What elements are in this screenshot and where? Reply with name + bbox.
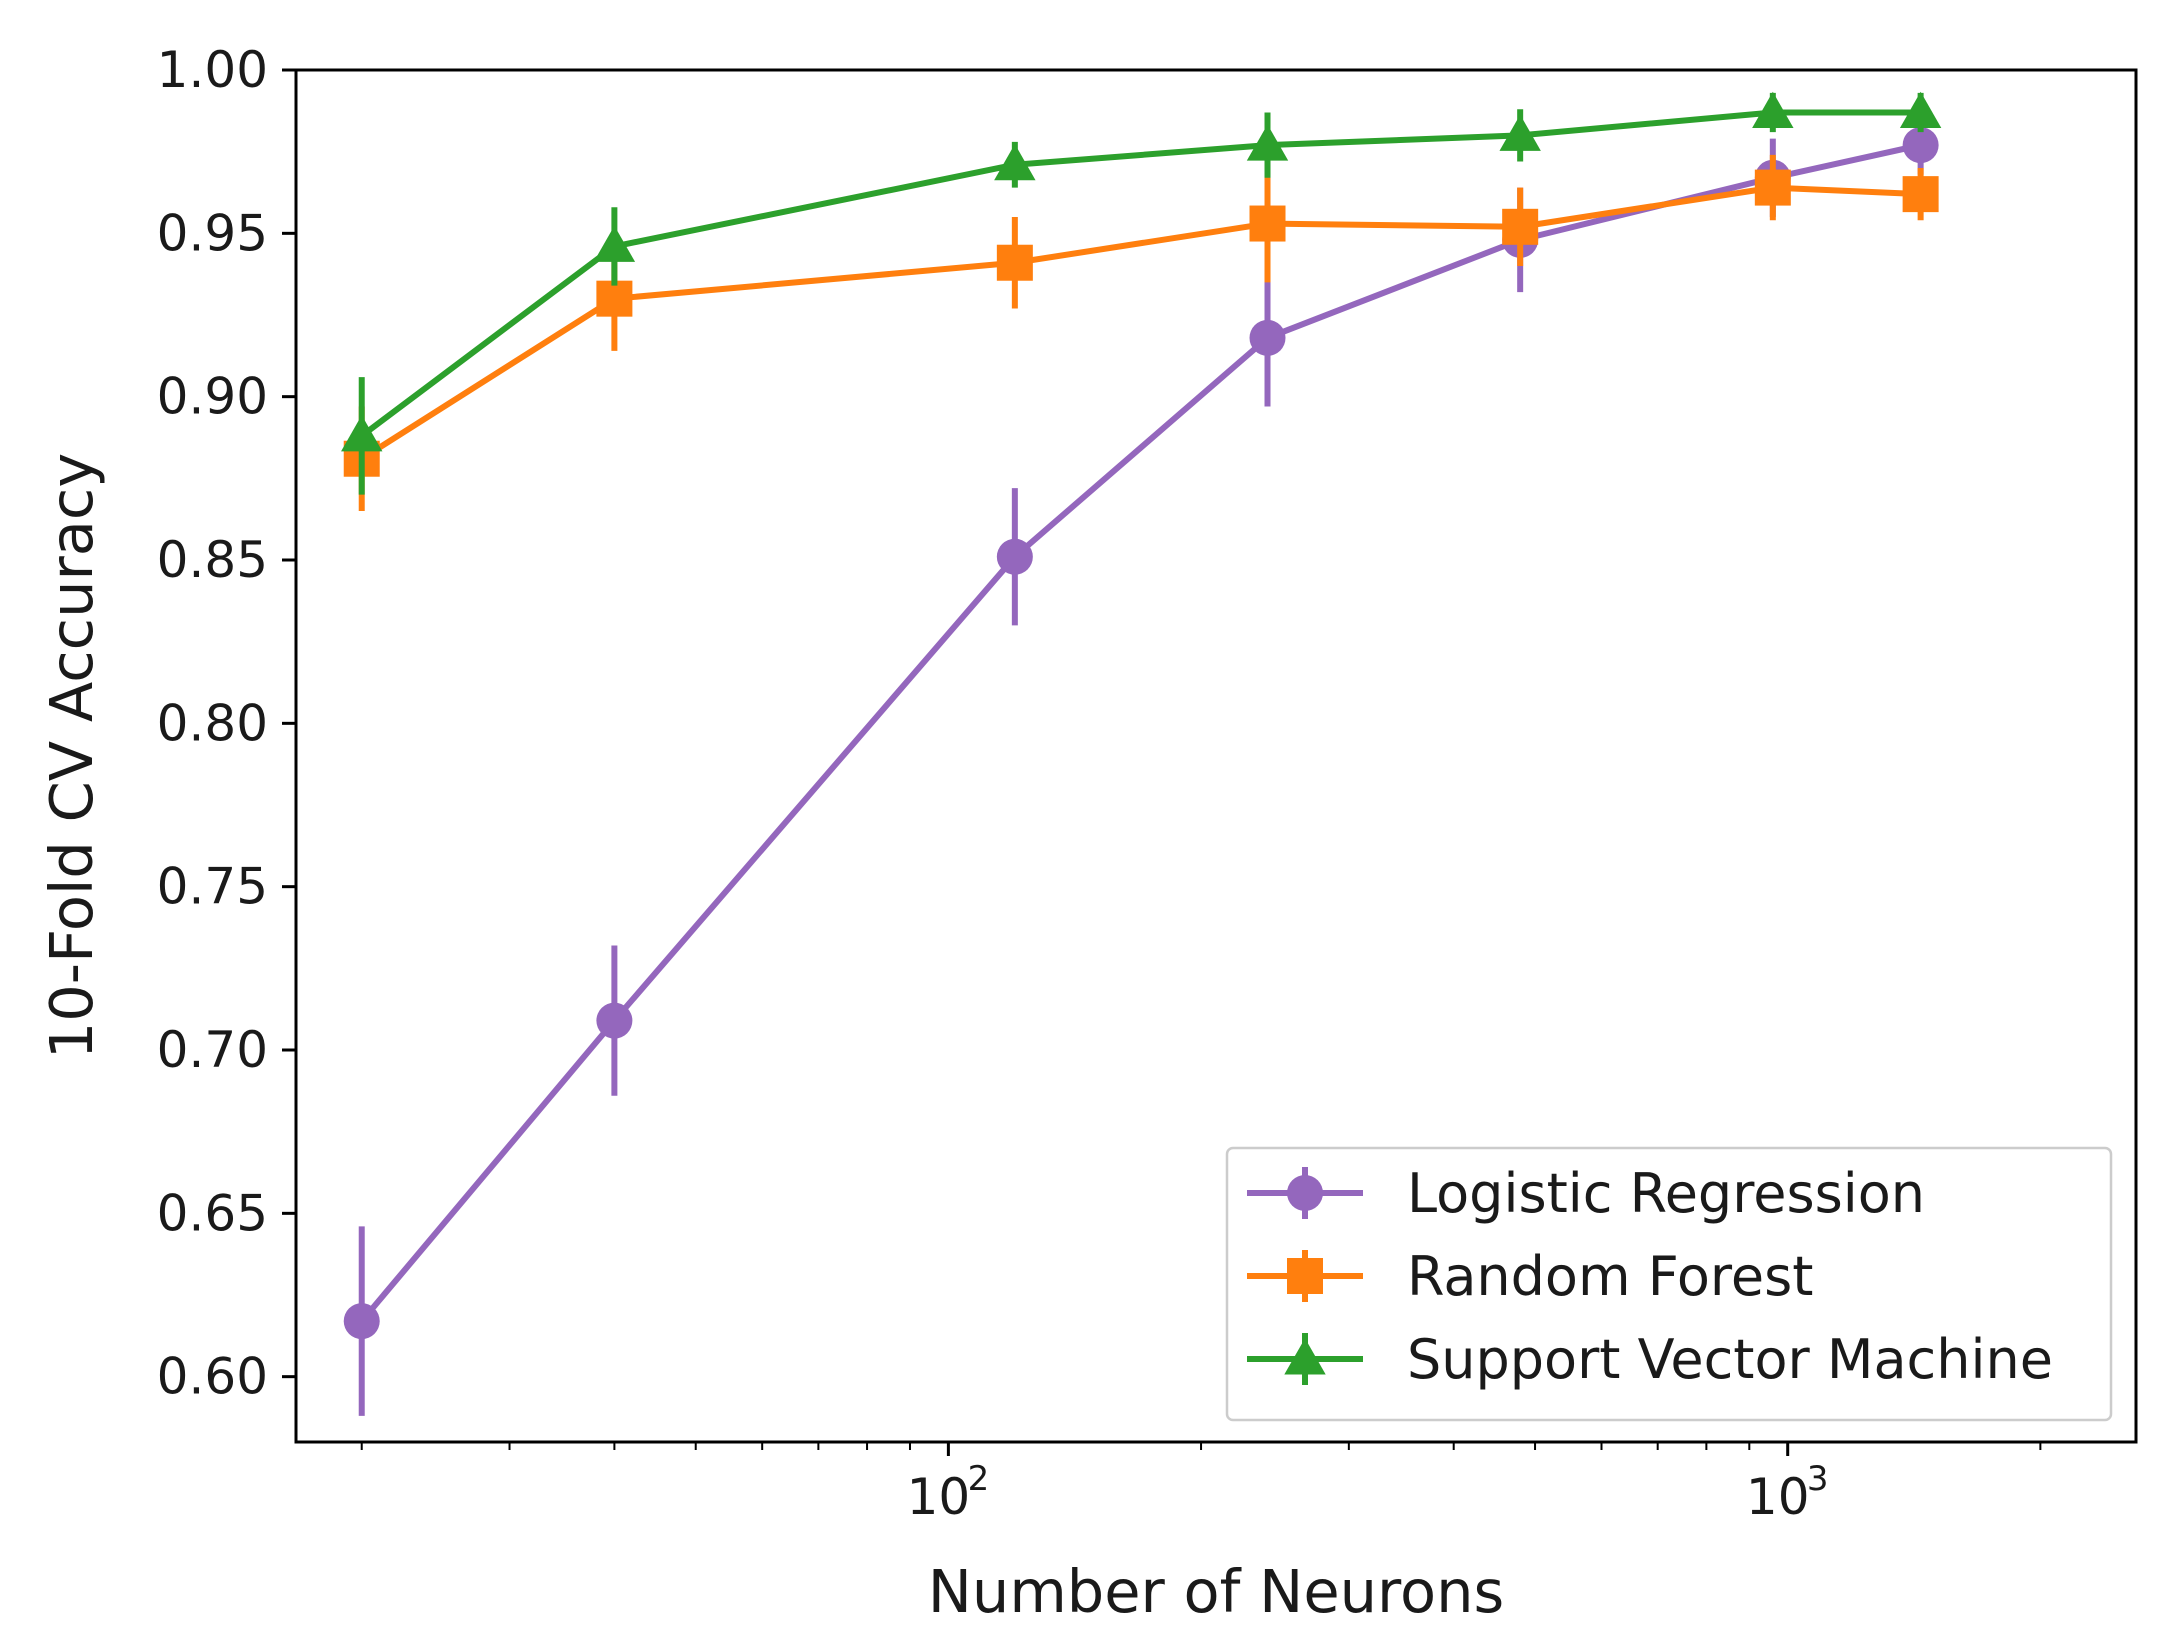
data-point-logistic-regression: [1902, 127, 1939, 164]
y-tick-label: 0.75: [157, 858, 268, 916]
data-point-random-forest: [1902, 176, 1939, 213]
legend: Logistic Regression Random Forest Support …: [1225, 1146, 2113, 1422]
legend-marker: [1287, 1175, 1323, 1211]
legend-label: Logistic Regression: [1407, 1162, 1925, 1225]
legend-label: Support Vector Machine: [1407, 1328, 2053, 1391]
data-point-logistic-regression: [1249, 319, 1286, 356]
data-point-random-forest: [1754, 169, 1791, 206]
legend-item-logistic-regression: Logistic Regression: [1247, 1162, 1925, 1225]
data-point-random-forest: [1502, 208, 1539, 245]
data-point-logistic-regression: [596, 1002, 633, 1039]
data-point-random-forest: [996, 244, 1033, 281]
data-point-support-vector-machine: [341, 415, 383, 452]
series-line-logistic-regression: [359, 142, 1922, 1324]
data-point-support-vector-machine: [593, 225, 636, 262]
y-tick-label: 0.65: [157, 1184, 268, 1242]
y-tick-label: 0.60: [157, 1348, 268, 1406]
x-tick-label-base: 10: [907, 1468, 971, 1526]
data-point-logistic-regression: [343, 1303, 380, 1340]
legend-label: Random Forest: [1407, 1245, 1813, 1308]
series-support-vector-machine: [341, 91, 1942, 495]
data-point-random-forest: [596, 280, 633, 317]
data-point-random-forest: [1249, 205, 1286, 242]
series-line-support-vector-machine: [359, 109, 1921, 439]
data-point-support-vector-machine: [1499, 114, 1541, 151]
y-tick-label: 0.80: [157, 694, 268, 752]
y-tick-label: 0.90: [157, 368, 268, 426]
legend-marker: [1284, 1338, 1326, 1375]
legend-item-support-vector-machine: Support Vector Machine: [1247, 1328, 2053, 1391]
legend-item-random-forest: Random Forest: [1247, 1245, 1813, 1308]
plot-frame: [294, 68, 2138, 1444]
series-random-forest: [343, 154, 1939, 511]
x-tick-label: 102: [907, 1459, 990, 1526]
x-tick-label-exponent: 2: [968, 1459, 990, 1499]
y-tick-label: 0.85: [157, 531, 268, 589]
legend-marker: [1287, 1258, 1323, 1294]
y-tick-label: 1.00: [157, 41, 268, 99]
legend-box: [1225, 1146, 2113, 1422]
series-group: [341, 91, 1942, 1416]
series-line-random-forest: [360, 184, 1921, 462]
data-point-logistic-regression: [996, 538, 1033, 575]
y-tick-label: 0.70: [157, 1021, 268, 1079]
data-point-support-vector-machine: [1246, 124, 1289, 161]
data-point-support-vector-machine: [1899, 91, 1942, 128]
y-tick-label: 0.95: [157, 204, 268, 262]
data-point-support-vector-machine: [1752, 91, 1794, 128]
x-tick-label-exponent: 3: [1807, 1459, 1829, 1499]
x-axis-title: Number of Neurons: [928, 1557, 1504, 1626]
x-tick-label-base: 10: [1746, 1468, 1810, 1526]
data-point-support-vector-machine: [994, 144, 1036, 181]
y-axis-title: 10-Fold CV Accuracy: [37, 453, 106, 1060]
x-tick-label: 103: [1746, 1459, 1829, 1526]
